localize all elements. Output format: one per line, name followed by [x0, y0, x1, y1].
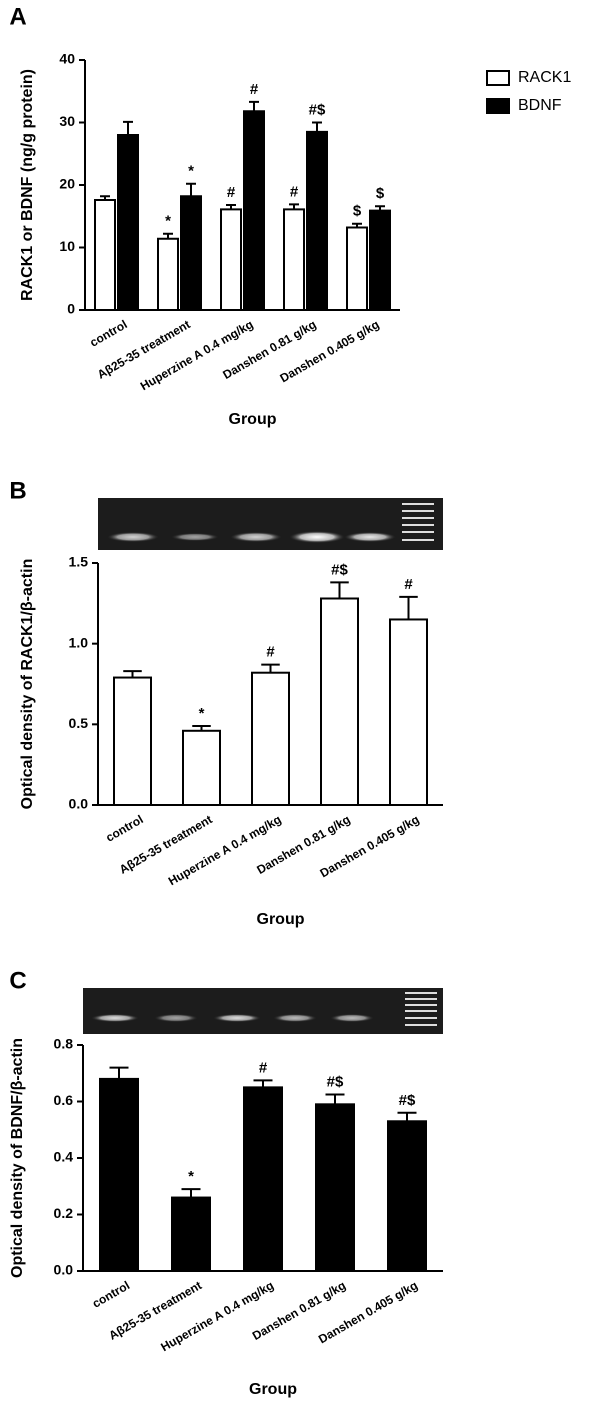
bar: [251, 671, 290, 806]
legend-label: RACK1: [518, 69, 571, 86]
x-axis-label: Group: [249, 1381, 297, 1398]
significance-mark: #: [227, 184, 236, 201]
legend-swatch: [486, 70, 510, 86]
y-tick-label: 0.0: [69, 796, 89, 812]
legend-label: BDNF: [518, 97, 562, 114]
x-tick-label: Huperzine A 0.4 mg/kg: [166, 812, 284, 888]
y-tick-label: 40: [59, 51, 75, 67]
x-tick-label: control: [103, 812, 145, 844]
y-axis-label: Optical density of BDNF/β-actin: [9, 1038, 26, 1278]
y-tick-label: 1.5: [69, 554, 89, 570]
significance-mark: #: [266, 644, 275, 661]
bar: [346, 226, 368, 311]
gel-image: [83, 988, 443, 1034]
y-tick-label: 0: [67, 301, 75, 317]
bar: [369, 209, 391, 311]
bar: [243, 1086, 283, 1272]
y-tick-label: 30: [59, 113, 75, 129]
significance-mark: *: [188, 1168, 194, 1185]
x-tick-label: control: [90, 1278, 132, 1310]
y-tick-label: 0.2: [54, 1205, 74, 1221]
x-tick-label: control: [87, 317, 129, 349]
bar: [171, 1196, 211, 1273]
significance-mark: #$: [327, 1073, 344, 1090]
significance-mark: *: [199, 705, 205, 722]
y-tick-label: 0.0: [54, 1262, 74, 1278]
bar: [99, 1077, 139, 1273]
x-axis-label: Group: [257, 911, 305, 928]
bar: [113, 676, 152, 807]
y-axis-label: RACK1 or BDNF (ng/g protein): [19, 69, 36, 301]
bar: [182, 729, 221, 807]
bar: [283, 208, 305, 311]
significance-mark: *: [165, 213, 171, 230]
y-tick-label: 0.4: [54, 1149, 74, 1165]
significance-mark: #: [290, 183, 299, 200]
bar: [315, 1103, 355, 1272]
significance-mark: *: [188, 163, 194, 180]
x-axis-label: Group: [229, 411, 277, 428]
y-tick-label: 1.0: [69, 634, 89, 650]
legend-swatch: [486, 98, 510, 114]
significance-mark: #: [250, 81, 259, 98]
panel-label: C: [9, 967, 26, 994]
bar: [157, 237, 179, 311]
x-tick-label: Huperzine A 0.4 mg/kg: [138, 317, 256, 393]
bar: [220, 208, 242, 311]
significance-mark: $: [376, 185, 385, 202]
significance-mark: $: [353, 203, 362, 220]
y-tick-label: 0.6: [54, 1092, 74, 1108]
y-tick-label: 20: [59, 176, 75, 192]
bar: [320, 597, 359, 807]
y-tick-label: 10: [59, 238, 75, 254]
bar: [117, 134, 139, 311]
bar: [306, 130, 328, 311]
y-tick-label: 0.5: [69, 715, 89, 731]
bar: [94, 199, 116, 311]
significance-mark: #$: [309, 101, 326, 118]
y-axis-label: Optical density of RACK1/β-actin: [19, 559, 36, 810]
bar: [243, 110, 265, 311]
significance-mark: #$: [331, 561, 348, 578]
gel-image: [98, 498, 443, 550]
panel-label: A: [9, 3, 26, 30]
y-tick-label: 0.8: [54, 1036, 74, 1052]
bar: [387, 1120, 427, 1273]
significance-mark: #: [404, 576, 413, 593]
bar: [180, 195, 202, 311]
significance-mark: #$: [399, 1092, 416, 1109]
significance-mark: #: [259, 1059, 268, 1076]
panel-label: B: [9, 477, 26, 504]
bar: [389, 618, 428, 807]
